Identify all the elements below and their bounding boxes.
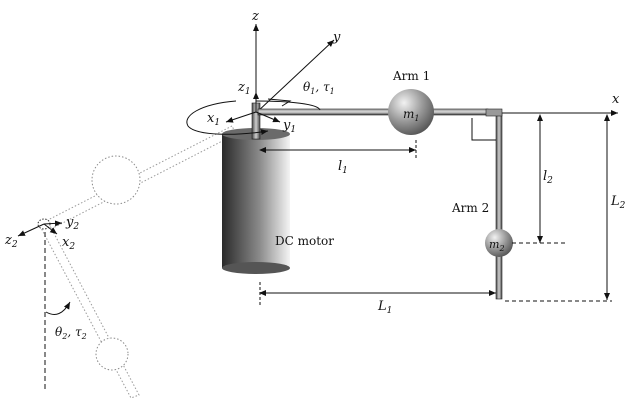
m1-label: m1: [403, 107, 419, 123]
y-axis-arrow: [255, 39, 335, 114]
ghost-mass2: [95, 337, 129, 371]
dc-motor: DC motor: [222, 128, 334, 274]
arm1-label: Arm 1: [392, 69, 430, 83]
dimension-L1: L1: [259, 282, 496, 316]
arm2-label: Arm 2: [451, 201, 489, 215]
arm-1: m1 Arm 1: [257, 69, 489, 135]
arm2-rod: [495, 112, 503, 300]
dimension-L2: L2: [505, 114, 626, 302]
theta1-arc-upper: [255, 100, 321, 111]
motor-body: [222, 134, 290, 268]
dimension-l2: l2: [512, 114, 566, 244]
m2-label: m2: [489, 238, 505, 253]
y-axis-label: y: [332, 30, 341, 45]
y2-axis-arrow: [43, 220, 63, 227]
arm1-rod: [257, 108, 489, 116]
z1-label: z1: [237, 80, 251, 97]
y2-label: y2: [65, 215, 79, 232]
motor-bottom: [222, 262, 290, 274]
theta1-arc-arrow: [186, 100, 269, 136]
mass1: [388, 89, 434, 135]
ghost-pendulum: [37, 125, 237, 399]
mass2: [485, 229, 513, 257]
z2-axis-arrow: [17, 223, 45, 237]
motor-label: DC motor: [275, 234, 334, 248]
z-axis-label: z: [251, 9, 259, 24]
y1-label: y1: [282, 118, 296, 135]
theta2-arc-arrow: [45, 301, 71, 315]
z2-label: z2: [4, 233, 18, 250]
l1-label: l1: [338, 159, 348, 176]
L2-label: L2: [610, 194, 626, 211]
ghost-arm2-rod: [39, 221, 140, 399]
arm-2: m2 Arm 2: [451, 108, 513, 300]
y1-axis-arrow: [255, 111, 281, 123]
theta1-tau1-label: θ1, τ1: [303, 80, 335, 96]
theta1-indicator: θ1, τ1: [186, 80, 335, 136]
right-angle-mark-1: [267, 98, 292, 107]
ghost-mass1: [91, 155, 141, 205]
world-axes: z y x: [251, 9, 620, 116]
ghost-joint-frame: z2 y2 x2 θ2, τ2: [4, 215, 87, 341]
joint1-frame: z1 x1 y1: [207, 80, 296, 135]
theta2-tau2-label: θ2, τ2: [55, 325, 87, 341]
x1-label: x1: [207, 111, 220, 128]
arm-joint-block: [485, 108, 503, 117]
L1-label: L1: [377, 299, 392, 316]
x2-axis-arrow: [43, 223, 58, 235]
l2-label: l2: [543, 169, 553, 186]
x2-label: x2: [62, 235, 75, 252]
x1-axis-arrow: [225, 111, 257, 123]
right-angle-mark-2: [471, 118, 496, 141]
x-axis-label: x: [612, 92, 620, 107]
dimension-l1: l1: [259, 140, 417, 176]
